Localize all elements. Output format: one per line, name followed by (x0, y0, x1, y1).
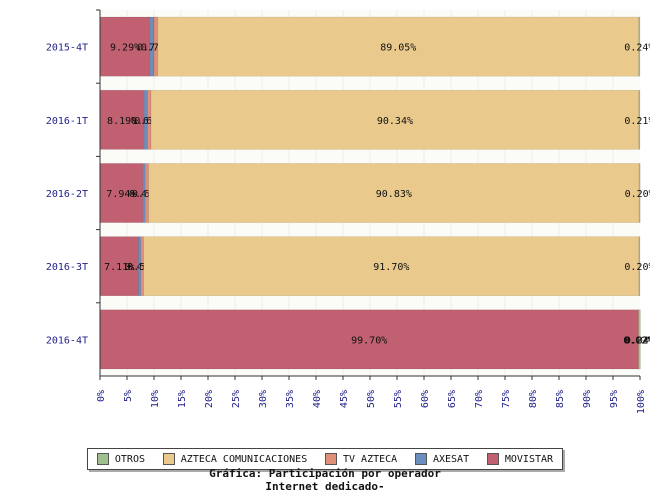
chart-legend: OTROS AZTECA COMUNICACIONES TV AZTECA AXESA… (87, 448, 563, 470)
data-label: 0.71% (141, 43, 171, 54)
bar-segment-otros (638, 16, 641, 77)
legend-swatch (414, 453, 427, 465)
data-label: 7.94% (106, 189, 136, 200)
x-tick-label: 0% (96, 390, 107, 402)
x-tick-label: 45% (339, 390, 350, 408)
bar-segment-movistar (99, 16, 151, 77)
data-label: 0.53% (127, 262, 157, 273)
data-label: 90.83% (376, 189, 412, 200)
data-label: 89.05% (380, 43, 416, 54)
chart-subtitle: Internet dedicado- (265, 480, 385, 493)
bar-segment-azteca-comunicaciones (150, 89, 640, 150)
data-label: 0.21% (624, 116, 650, 127)
x-tick-label: 35% (285, 390, 296, 408)
x-tick-label: 30% (258, 390, 269, 408)
data-label: 0.63% (134, 116, 164, 127)
category-label: 2016-3T (46, 262, 88, 273)
x-tick-label: 40% (312, 390, 323, 408)
legend-label: MOVISTAR (504, 453, 554, 465)
x-tick-label: 70% (474, 390, 485, 408)
legend-swatch (162, 453, 175, 465)
bar-segment-movistar (99, 236, 139, 297)
chart-title: Gráfica: Participación por operador (209, 467, 441, 480)
legend-item: OTROS (96, 453, 145, 465)
data-label: 0.20% (624, 262, 650, 273)
legend-label: TV AZTECA (343, 453, 398, 465)
legend-item: AXESAT (414, 453, 470, 465)
x-tick-label: 20% (204, 390, 215, 408)
bar-segment-azteca-comunicaciones (157, 16, 639, 77)
bar-segment-axesat (138, 236, 142, 297)
data-label: 0.20% (625, 189, 650, 200)
x-tick-label: 55% (393, 390, 404, 408)
data-label: 90.34% (377, 116, 413, 127)
x-tick-label: 25% (231, 390, 242, 408)
data-label: 0.63% (131, 116, 161, 127)
legend-label: AZTECA COMUNICACIONES (180, 453, 308, 465)
legend-swatch (96, 453, 109, 465)
category-label: 2015-4T (46, 43, 88, 54)
bar-segment-otros (639, 309, 641, 370)
bar-segment-azteca-comunicaciones (148, 163, 640, 223)
data-label: 0.22% (624, 335, 650, 346)
bar-segment-otros (638, 236, 641, 297)
x-tick-label: 65% (447, 390, 458, 408)
x-tick-label: 80% (528, 390, 539, 408)
x-tick-label: 15% (177, 390, 188, 408)
data-label: 0.46% (125, 262, 155, 273)
data-label: 0.04% (625, 335, 650, 346)
bar-segment-movistar (99, 309, 639, 370)
data-label: 0.62% (132, 189, 162, 200)
bar-segment-otros (638, 163, 641, 223)
bar-segment-azteca-comunicaciones (143, 236, 640, 297)
x-tick-label: 85% (555, 390, 566, 408)
category-label: 2016-4T (46, 335, 88, 346)
data-label: 99.70% (351, 335, 387, 346)
x-tick-label: 75% (501, 390, 512, 408)
data-label: 0.02% (623, 335, 650, 346)
legend-swatch (325, 453, 337, 465)
category-label: 2016-1T (46, 116, 88, 127)
legend-label: AXESAT (432, 453, 470, 465)
legend-item: AZTECA COMUNICACIONES (162, 453, 308, 465)
x-tick-label: 90% (582, 390, 593, 408)
x-tick-label: 95% (609, 390, 620, 408)
bar-segment-movistar (99, 89, 145, 150)
data-label: 0.24% (624, 43, 650, 54)
legend-item: TV AZTECA (325, 453, 397, 465)
bar-segment-otros (638, 89, 641, 150)
x-tick-label: 5% (123, 390, 134, 402)
x-tick-label: 60% (420, 390, 431, 408)
data-label: 9.29% (110, 43, 140, 54)
data-label: 0.44% (129, 189, 159, 200)
x-tick-label: 50% (366, 390, 377, 408)
category-label: 2016-2T (46, 189, 88, 200)
bar-segment-axesat (143, 89, 148, 150)
data-label: 0.02% (623, 335, 650, 346)
legend-swatch (486, 453, 499, 465)
legend-item: MOVISTAR (486, 453, 554, 465)
data-label: 91.70% (373, 262, 409, 273)
chart-title-block: Gráfica: Participación por operador Inte… (0, 467, 650, 493)
legend-label: OTROS (114, 453, 145, 465)
stacked-bar-chart: 9.29%0.71%0.71%89.05%0.24%2015-4T8.19%0.… (46, 9, 650, 414)
data-label: 0.71% (137, 43, 167, 54)
x-tick-label: 10% (150, 390, 161, 408)
data-label: 7.11% (104, 262, 134, 273)
x-tick-label: 100% (636, 390, 647, 414)
data-label: 8.19% (107, 116, 137, 127)
